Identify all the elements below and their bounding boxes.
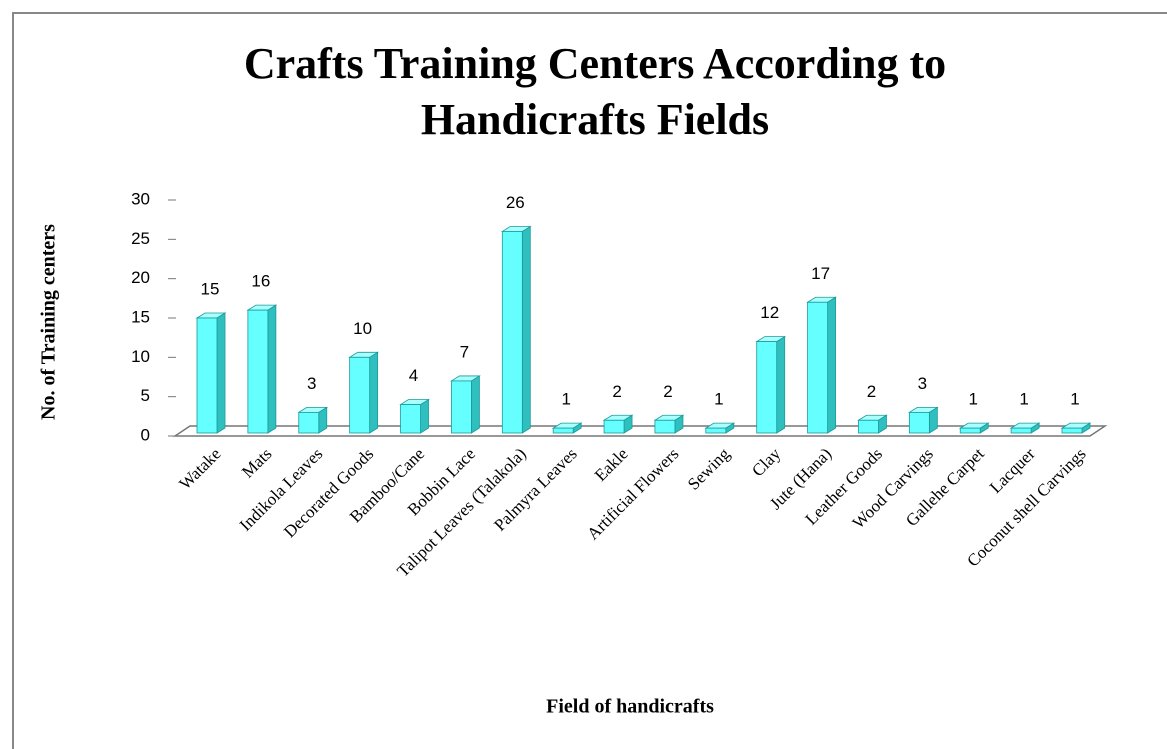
value-label: 1 <box>714 390 723 409</box>
y-tick-label: 5 <box>141 386 150 405</box>
bar <box>400 404 421 434</box>
bar <box>501 231 523 434</box>
chart-title: Crafts Training Centers According to Hand… <box>244 39 946 144</box>
bar-side <box>369 351 379 434</box>
y-axis-title: No. of Training centers <box>38 224 60 420</box>
value-label: 10 <box>353 319 372 338</box>
bar <box>603 419 625 434</box>
value-label: 2 <box>663 382 672 401</box>
bar-side <box>471 375 480 434</box>
bar-side <box>827 296 836 434</box>
value-label: 2 <box>867 382 876 401</box>
value-label: 4 <box>409 366 418 385</box>
value-label: 1 <box>1019 390 1028 409</box>
value-label: 26 <box>506 193 525 212</box>
bar <box>451 380 472 434</box>
bar-side <box>216 312 226 434</box>
bar <box>858 419 879 434</box>
value-label: 12 <box>760 303 779 322</box>
y-tick-label: 20 <box>131 268 150 287</box>
bar <box>552 427 574 434</box>
value-label: 17 <box>811 264 830 283</box>
bar <box>959 427 981 434</box>
value-label: 3 <box>307 374 316 393</box>
bar <box>654 419 676 434</box>
bar <box>349 356 371 434</box>
x-axis-title: Field of handicrafts <box>546 696 714 718</box>
bar-side <box>267 304 277 434</box>
value-label: 7 <box>460 342 469 361</box>
y-tick-label: 30 <box>131 189 150 208</box>
y-tick-label: 25 <box>131 229 150 248</box>
bar-side <box>420 398 429 434</box>
y-tick-label: 15 <box>131 307 150 326</box>
value-label: 15 <box>201 279 220 298</box>
bar-side <box>521 225 531 434</box>
bar <box>756 341 778 434</box>
bar <box>1061 427 1083 434</box>
value-label: 1 <box>969 390 978 409</box>
bar-side <box>776 335 786 434</box>
y-tick-label: 10 <box>131 347 150 366</box>
bar <box>1010 427 1032 434</box>
value-label: 16 <box>251 272 270 291</box>
value-label: 1 <box>561 390 570 409</box>
value-label: 2 <box>612 382 621 401</box>
bar <box>196 317 218 434</box>
bar <box>807 301 828 434</box>
value-label: 3 <box>918 374 927 393</box>
value-label: 1 <box>1070 390 1079 409</box>
y-tick-label: 0 <box>141 425 150 444</box>
bar <box>298 411 320 434</box>
bar <box>908 411 930 434</box>
bar <box>705 427 727 434</box>
bar <box>247 309 269 434</box>
